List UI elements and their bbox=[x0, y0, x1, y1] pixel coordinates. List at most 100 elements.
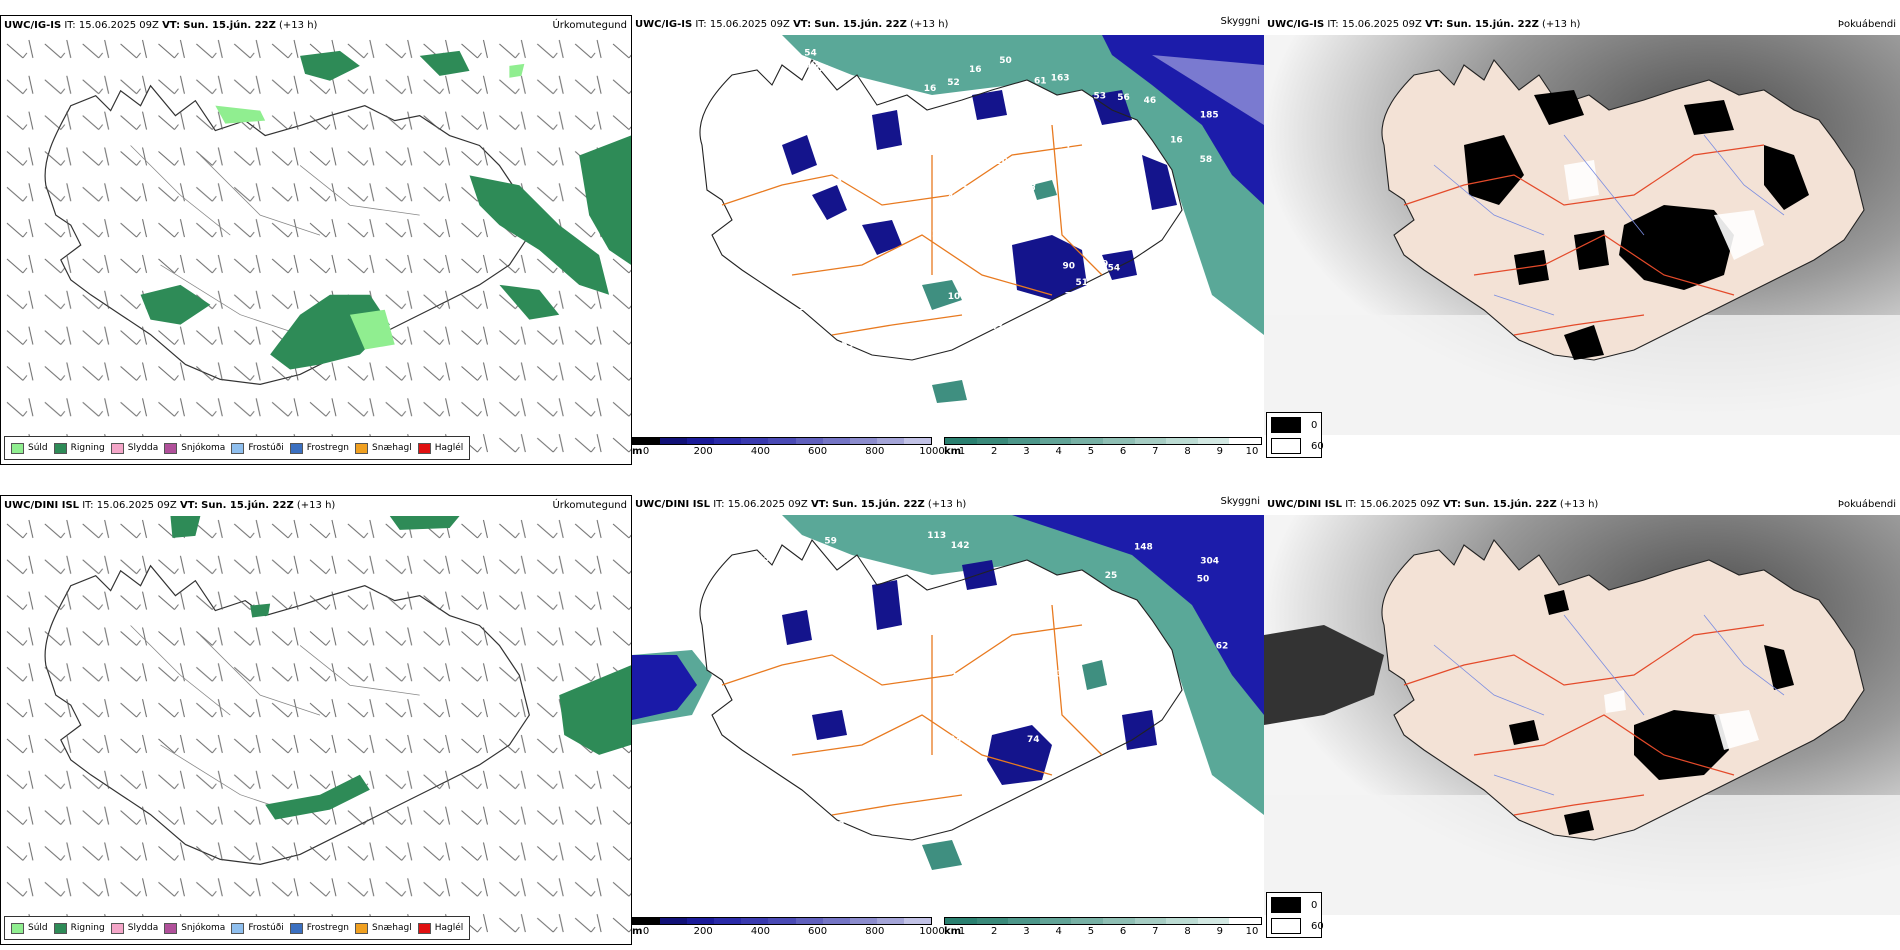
low-ceiling-ocean bbox=[1012, 515, 1264, 715]
valid-time: Sun. 15.jún. 22Z bbox=[201, 500, 294, 511]
panel-title: Úrkomutegund bbox=[552, 20, 627, 31]
ceiling-tick-label: 800 bbox=[865, 926, 885, 937]
lead-time: (+13 h) bbox=[1559, 499, 1599, 510]
cloud-panel-row2: UWC/DINI ISL IT: 15.06.2025 09Z VT: Sun.… bbox=[632, 495, 1264, 915]
cloud-ceiling-label: 241 bbox=[965, 668, 984, 678]
cloud-ceiling-label: 61 bbox=[1034, 77, 1047, 87]
colorbar-segment bbox=[741, 438, 769, 444]
fog-legend-row2: 0 60 bbox=[1266, 892, 1324, 938]
fog-map[interactable] bbox=[1264, 35, 1900, 435]
legend-item: Súld bbox=[11, 922, 48, 934]
legend-label: Súld bbox=[28, 443, 48, 453]
visibility-ticks: 1 2 3 4 5 6 7 8 9 10 bbox=[959, 926, 1259, 940]
colorbar-segment bbox=[876, 918, 904, 924]
precip-map[interactable] bbox=[1, 516, 631, 944]
colorbar-segment bbox=[1197, 918, 1230, 924]
visibility-tick-label: 2 bbox=[991, 446, 998, 457]
panel-header: UWC/DINI ISL IT: 15.06.2025 09Z VT: Sun.… bbox=[632, 495, 1264, 515]
cloud-ceiling-label: 110 bbox=[1104, 724, 1123, 734]
cloud-ceiling-label: 887 bbox=[726, 669, 745, 679]
colorbar-segment bbox=[976, 438, 1009, 444]
precip-map-svg bbox=[1, 36, 631, 464]
cloud-ceiling-label: 29 bbox=[950, 336, 963, 346]
colorbar-segment bbox=[687, 918, 715, 924]
cloud-ceiling-label: 54 bbox=[804, 48, 817, 58]
swatch bbox=[110, 442, 124, 454]
colorbar-segment bbox=[1134, 438, 1167, 444]
legend-item: Snjókoma bbox=[164, 922, 226, 934]
cloud-ceiling-label: 156 bbox=[738, 594, 757, 604]
colorbar-segment bbox=[660, 438, 688, 444]
cloud-ceiling-label: 138 bbox=[939, 625, 958, 635]
legend-item: Frostregn bbox=[289, 922, 349, 934]
roads bbox=[721, 604, 1103, 816]
cloud-map-svg: 887 135 117 274 326 999 163 178 213 229 204 84 83 185… bbox=[699, 35, 1264, 403]
visibility-tick-label: 3 bbox=[1023, 926, 1030, 937]
colorbar-segment bbox=[768, 438, 796, 444]
cloud-ceiling-label: 83 bbox=[782, 195, 795, 205]
panel-header: UWC/DINI ISL IT: 15.06.2025 09Z VT: Sun.… bbox=[1264, 495, 1900, 515]
colorbar-segment bbox=[741, 918, 769, 924]
ceiling-tick-label: 0 bbox=[642, 926, 650, 937]
cloud-ceiling-label: 12 bbox=[759, 749, 772, 759]
cloud-map[interactable]: 887 135 117 274 326 999 163 178 213 229 204 84 83 185… bbox=[632, 35, 1264, 435]
swatch bbox=[417, 922, 431, 934]
legend-label: Frostregn bbox=[306, 443, 350, 453]
cloud-ceiling-label: 181 bbox=[738, 586, 757, 596]
cloud-ceiling-label: 112 bbox=[932, 230, 951, 240]
lead-time: (+13 h) bbox=[910, 19, 949, 30]
colorbar-segment bbox=[1134, 918, 1167, 924]
cloud-ceiling-label: 15 bbox=[757, 554, 770, 564]
valid-time-label: VT: bbox=[793, 19, 812, 30]
visibility-colorbar bbox=[944, 437, 1262, 445]
mid-visibility-areas bbox=[922, 660, 1107, 870]
cloud-ceiling-label: 16 bbox=[1020, 674, 1033, 684]
init-time: 15.06.2025 09Z bbox=[1341, 19, 1422, 30]
swatch bbox=[355, 442, 369, 454]
panel-title: Skyggni bbox=[1220, 496, 1260, 507]
fog-map[interactable] bbox=[1264, 515, 1900, 915]
cloud-ceiling-label: 59 bbox=[1114, 857, 1127, 867]
legend-item: Haglél bbox=[417, 922, 463, 934]
cloud-ceiling-label: 56 bbox=[854, 126, 867, 136]
legend-label: Snjókoma bbox=[181, 923, 226, 933]
cloud-ceiling-label: 178 bbox=[971, 126, 990, 136]
init-time: 15.06.2025 09Z bbox=[96, 500, 177, 511]
roads bbox=[1403, 624, 1765, 816]
cloud-map[interactable]: 887 142 186 304 181 92 293 118 138 148 241 110 113 15… bbox=[632, 515, 1264, 915]
precip-legend: Súld Rigning Slydda Snjókoma Frostúði Fr… bbox=[4, 436, 471, 460]
cloud-ceiling-label: 118 bbox=[1020, 592, 1039, 602]
cloud-ceiling-label: 77 bbox=[1015, 194, 1028, 204]
visibility-colorbar bbox=[944, 917, 1262, 925]
colorbar-segment bbox=[714, 438, 742, 444]
visibility-tick-label: 8 bbox=[1184, 926, 1191, 937]
legend-label: Rigning bbox=[70, 923, 105, 933]
fog-dense-areas bbox=[1509, 590, 1794, 835]
visibility-tick-label: 6 bbox=[1119, 446, 1127, 457]
cloud-ceiling-label: 22 bbox=[726, 298, 739, 308]
precip-panel-row1: UWC/IG-IS IT: 15.06.2025 09Z VT: Sun. 15… bbox=[0, 15, 632, 465]
fog-legend-label: 0 bbox=[1311, 899, 1318, 911]
visibility-tick-label: 8 bbox=[1184, 446, 1191, 457]
colorbar-segment bbox=[1229, 438, 1261, 444]
ceiling-tick-label: 600 bbox=[808, 926, 828, 937]
colorbar-segment bbox=[687, 438, 715, 444]
panel-header: UWC/IG-IS IT: 15.06.2025 09Z VT: Sun. 15… bbox=[1264, 15, 1900, 35]
precip-map[interactable] bbox=[1, 36, 631, 464]
valid-time-label: VT: bbox=[179, 500, 198, 511]
cloud-ceiling-label: 45 bbox=[763, 55, 776, 65]
visibility-tick-label: 3 bbox=[1023, 446, 1030, 457]
ceiling-unit: m bbox=[632, 926, 643, 937]
model-name: UWC/IG-IS bbox=[1267, 19, 1325, 30]
legend-item: Haglél bbox=[417, 442, 463, 454]
colorbar-segment bbox=[633, 438, 661, 444]
colorbar-segment bbox=[714, 918, 742, 924]
colorbar-segment bbox=[660, 918, 688, 924]
rivers bbox=[1433, 614, 1785, 796]
visibility-tick-label: 10 bbox=[1245, 446, 1259, 457]
ceiling-ticks: 0 200 400 600 800 1000 bbox=[642, 926, 945, 940]
lead-time: (+13 h) bbox=[279, 20, 318, 31]
legend-item: Frostúði bbox=[231, 442, 284, 454]
cloud-ceiling-label: 163 bbox=[1051, 73, 1070, 83]
cloud-ceiling-label: 204 bbox=[810, 65, 829, 75]
